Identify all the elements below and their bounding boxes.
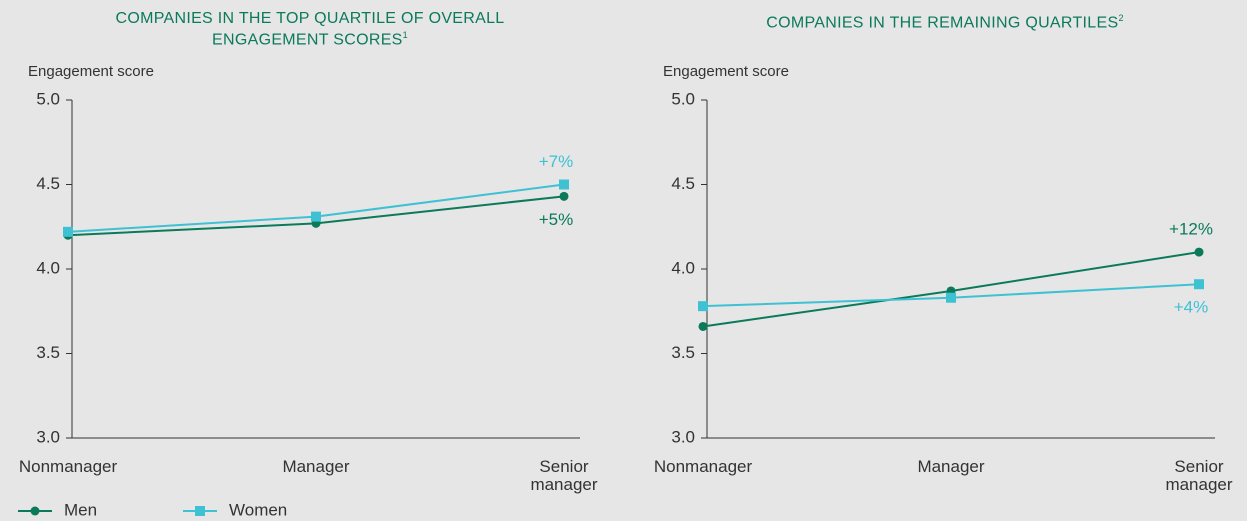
y-tick-label: 5.0: [36, 89, 60, 108]
marker: [1194, 247, 1204, 257]
marker: [311, 211, 321, 222]
y-tick-label: 5.0: [671, 89, 695, 108]
marker: [946, 292, 956, 303]
marker: [63, 226, 73, 237]
y-tick-label: 4.0: [36, 258, 60, 277]
annotation: +12%: [1169, 220, 1213, 239]
y-tick-label: 4.0: [671, 258, 695, 277]
legend-marker: [30, 506, 40, 516]
annotation: +4%: [1174, 298, 1209, 317]
y-tick-label: 3.5: [36, 343, 60, 362]
y-tick-label: 4.5: [671, 174, 695, 193]
y-tick-label: 3.0: [36, 427, 60, 446]
legend-label: Women: [229, 500, 287, 519]
legend-label: Men: [64, 500, 97, 519]
marker: [698, 321, 708, 331]
y-axis-label: Engagement score: [663, 63, 789, 80]
annotation: +7%: [539, 152, 574, 171]
y-tick-label: 3.0: [671, 427, 695, 446]
y-axis-label: Engagement score: [28, 63, 154, 80]
x-tick-label: Manager: [282, 457, 350, 476]
title-text: COMPANIES IN THE TOP QUARTILE OF OVERALL…: [115, 10, 505, 49]
marker: [698, 301, 708, 312]
legend-marker: [195, 506, 205, 516]
x-tick-label: Senior manager: [530, 457, 598, 494]
x-tick-label: Nonmanager: [18, 457, 118, 476]
footnote-mark: 1: [402, 30, 408, 40]
footnote-mark: 2: [1118, 13, 1124, 23]
marker: [559, 179, 569, 190]
chart-title: COMPANIES IN THE TOP QUARTILE OF OVERALL…: [110, 10, 510, 48]
annotation: +5%: [539, 210, 574, 229]
marker: [559, 191, 569, 201]
marker: [1194, 279, 1204, 290]
x-tick-label: Senior manager: [1165, 457, 1233, 494]
x-tick-label: Nonmanager: [653, 457, 753, 476]
y-tick-label: 3.5: [671, 343, 695, 362]
x-tick-label: Manager: [917, 457, 985, 476]
chart-title: COMPANIES IN THE REMAINING QUARTILES2: [745, 10, 1145, 31]
title-text: COMPANIES IN THE REMAINING QUARTILES: [766, 14, 1119, 32]
y-tick-label: 4.5: [36, 174, 60, 193]
